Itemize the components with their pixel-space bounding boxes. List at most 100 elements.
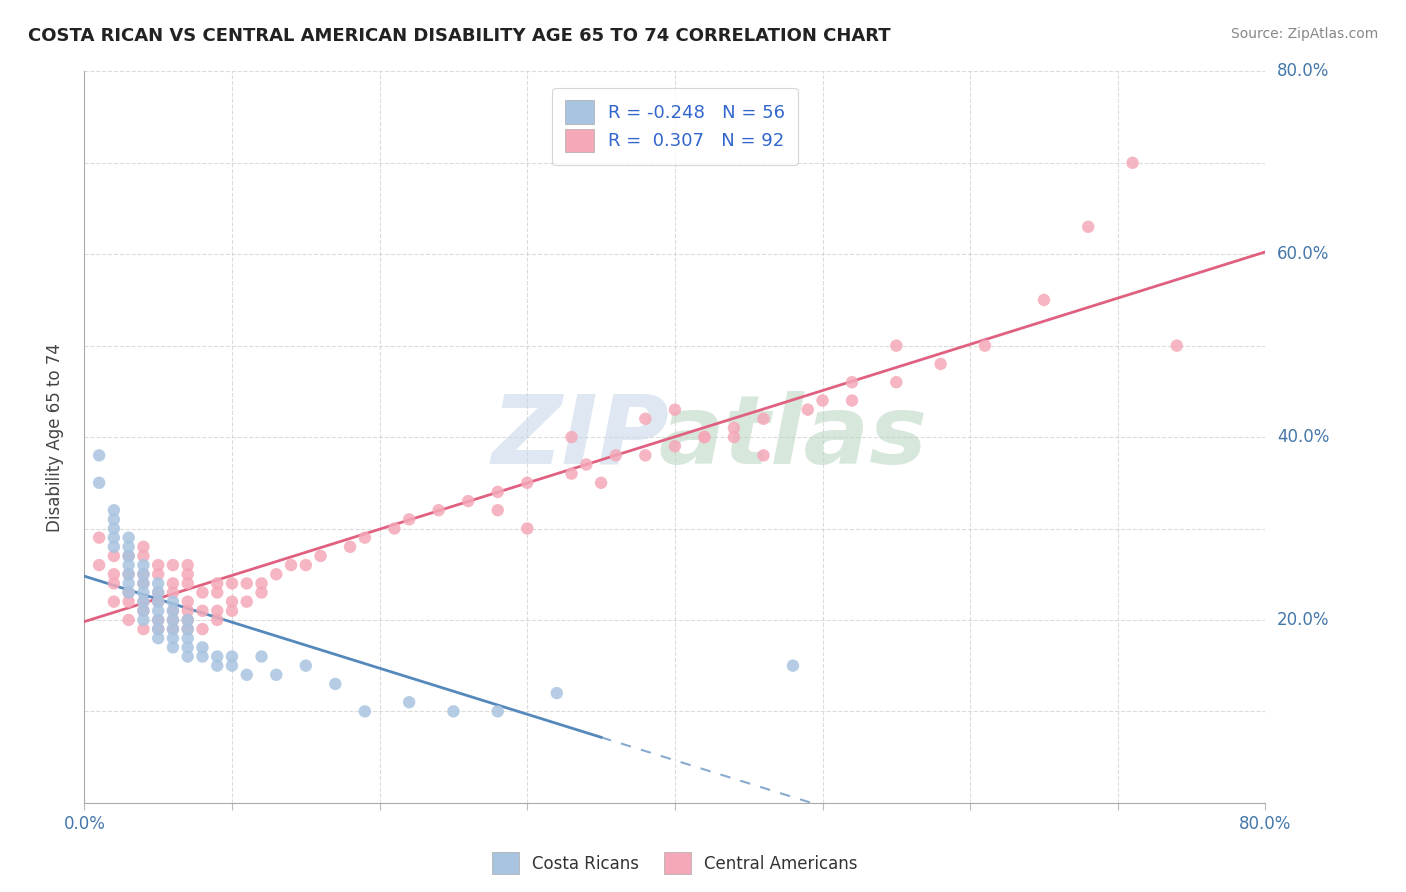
- Point: [103, 576, 125, 591]
- Point: [118, 549, 141, 563]
- Point: [280, 558, 302, 573]
- Point: [782, 658, 804, 673]
- Point: [339, 540, 361, 554]
- Point: [162, 576, 184, 591]
- Point: [235, 594, 259, 608]
- Point: [132, 540, 155, 554]
- Point: [103, 540, 125, 554]
- Point: [162, 622, 184, 636]
- Point: [605, 449, 627, 463]
- Point: [205, 613, 228, 627]
- Point: [221, 576, 243, 591]
- Point: [103, 512, 125, 526]
- Point: [162, 604, 184, 618]
- Point: [118, 594, 141, 608]
- Point: [1166, 338, 1188, 352]
- Point: [398, 512, 420, 526]
- Point: [148, 594, 170, 608]
- Point: [132, 567, 155, 582]
- Point: [87, 449, 111, 463]
- Point: [177, 558, 200, 573]
- Point: [132, 558, 155, 573]
- Point: [132, 594, 155, 608]
- Point: [148, 576, 170, 591]
- Point: [796, 402, 818, 417]
- Point: [1032, 293, 1054, 307]
- Point: [148, 585, 170, 599]
- Point: [693, 430, 716, 444]
- Point: [575, 458, 598, 472]
- Point: [103, 503, 125, 517]
- Point: [162, 632, 184, 646]
- Point: [177, 649, 200, 664]
- Point: [118, 585, 141, 599]
- Point: [177, 567, 200, 582]
- Point: [148, 594, 170, 608]
- Point: [162, 622, 184, 636]
- Point: [235, 576, 259, 591]
- Point: [148, 604, 170, 618]
- Point: [162, 604, 184, 618]
- Point: [664, 402, 686, 417]
- Point: [148, 632, 170, 646]
- Point: [177, 640, 200, 655]
- Point: [221, 658, 243, 673]
- Point: [191, 585, 214, 599]
- Point: [205, 658, 228, 673]
- Point: [841, 376, 863, 390]
- Point: [177, 632, 200, 646]
- Point: [295, 558, 318, 573]
- Point: [309, 549, 332, 563]
- Point: [132, 613, 155, 627]
- Text: 80.0%: 80.0%: [1277, 62, 1330, 80]
- Point: [486, 705, 509, 719]
- Point: [752, 412, 775, 426]
- Point: [103, 521, 125, 535]
- Point: [118, 613, 141, 627]
- Point: [177, 622, 200, 636]
- Point: [354, 705, 377, 719]
- Point: [132, 576, 155, 591]
- Point: [591, 475, 613, 490]
- Point: [382, 521, 406, 535]
- Point: [205, 585, 228, 599]
- Point: [148, 567, 170, 582]
- Point: [132, 576, 155, 591]
- Point: [398, 695, 420, 709]
- Point: [929, 357, 952, 371]
- Point: [191, 640, 214, 655]
- Point: [162, 613, 184, 627]
- Point: [132, 549, 155, 563]
- Point: [132, 585, 155, 599]
- Point: [148, 622, 170, 636]
- Point: [886, 338, 908, 352]
- Point: [752, 449, 775, 463]
- Point: [205, 604, 228, 618]
- Point: [486, 503, 509, 517]
- Point: [148, 585, 170, 599]
- Text: COSTA RICAN VS CENTRAL AMERICAN DISABILITY AGE 65 TO 74 CORRELATION CHART: COSTA RICAN VS CENTRAL AMERICAN DISABILI…: [28, 27, 891, 45]
- Point: [177, 604, 200, 618]
- Point: [221, 649, 243, 664]
- Point: [87, 558, 111, 573]
- Point: [118, 549, 141, 563]
- Point: [148, 558, 170, 573]
- Point: [148, 622, 170, 636]
- Point: [132, 622, 155, 636]
- Point: [162, 585, 184, 599]
- Point: [162, 613, 184, 627]
- Point: [264, 567, 288, 582]
- Point: [177, 613, 200, 627]
- Point: [148, 613, 170, 627]
- Point: [221, 594, 243, 608]
- Point: [546, 686, 568, 700]
- Point: [87, 531, 111, 545]
- Point: [103, 567, 125, 582]
- Point: [664, 439, 686, 453]
- Text: ZIP: ZIP: [492, 391, 669, 483]
- Point: [132, 567, 155, 582]
- Point: [427, 503, 450, 517]
- Point: [457, 494, 479, 508]
- Point: [811, 393, 834, 408]
- Point: [132, 604, 155, 618]
